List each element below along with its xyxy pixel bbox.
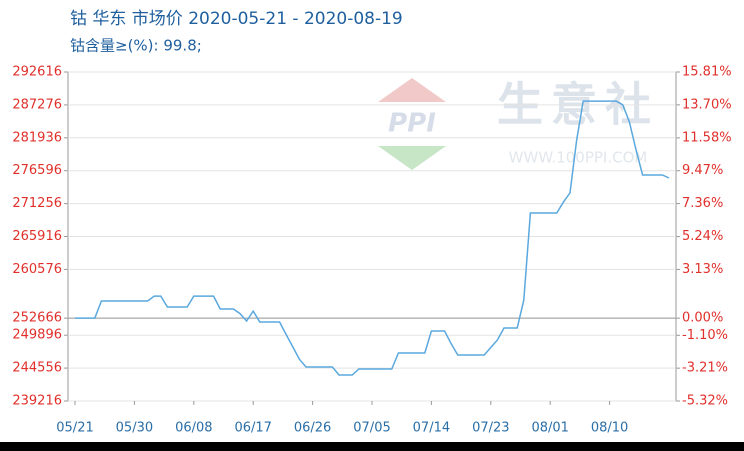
x-tick-label: 05/30 [116,421,153,436]
x-tick-label: 06/26 [294,421,331,436]
x-tick-label: 07/23 [472,421,509,436]
y2-tick-label: 13.70% [682,97,732,112]
y-tick-label: 287276 [12,97,62,112]
x-tick-label: 07/05 [353,421,390,436]
y-tick-label: 252666 [12,311,62,326]
y2-tick-label: 0.00% [682,311,723,326]
y-tick-label: 265916 [12,229,62,244]
y-tick-label: 239216 [12,394,62,409]
y-tick-label: 249896 [12,328,62,343]
logo-bottom [378,146,446,170]
x-tick-label: 08/10 [591,421,628,436]
y2-tick-label: 3.13% [682,262,723,277]
x-tick-label: 08/01 [531,421,568,436]
logo-text: PPI [388,109,436,139]
y-tick-label: 281936 [12,130,62,145]
chart-subtitle: 钴含量≥(%): 99.8; [70,37,202,55]
x-tick-label: 06/17 [234,421,271,436]
y2-tick-label: 15.81% [682,65,732,80]
y-tick-label: 244556 [12,361,62,376]
x-tick-label: 07/14 [413,421,450,436]
y-tick-label: 271256 [12,196,62,211]
x-tick-label: 06/08 [175,421,212,436]
y-tick-label: 292616 [12,65,62,80]
y2-tick-label: 9.47% [682,163,723,178]
y2-tick-label: 7.36% [682,196,723,211]
bottom-bar [0,442,744,451]
y2-tick-label: -5.32% [682,394,728,409]
price-line [75,100,670,376]
x-tick-label: 05/21 [56,421,93,436]
y-tick-label: 260576 [12,262,62,277]
logo-top [378,78,446,102]
y-tick-label: 276596 [12,163,62,178]
watermark-url: WWW.100PPI.COM [509,149,648,167]
y2-tick-label: -3.21% [682,361,728,376]
y2-tick-label: 5.24% [682,229,723,244]
chart-title: 钴 华东 市场价 2020-05-21 - 2020-08-19 [70,9,403,29]
y2-tick-label: -1.10% [682,328,728,343]
y2-tick-label: 11.58% [682,130,732,145]
